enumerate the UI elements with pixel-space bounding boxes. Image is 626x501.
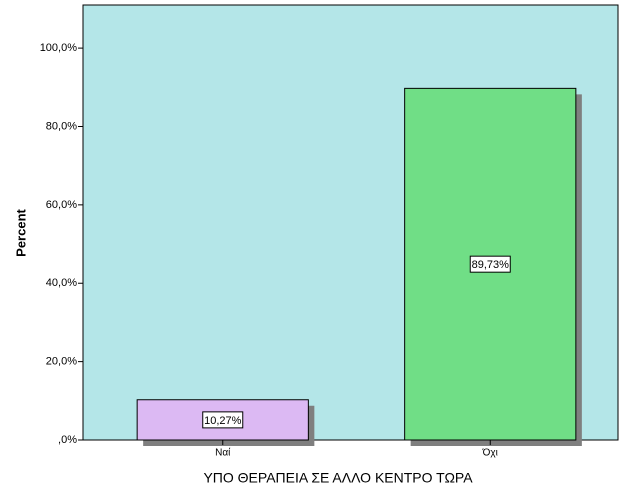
x-tick-label: Ναί (215, 447, 231, 459)
value-label: 89,73% (472, 259, 510, 271)
y-tick-label: 20,0% (46, 356, 77, 368)
value-label: 10,27% (204, 415, 242, 427)
value-label-box (202, 411, 244, 429)
y-tick-label: 40,0% (46, 277, 77, 289)
x-axis-label: ΥΠΟ ΘΕΡΑΠΕΙΑ ΣΕ ΑΛΛΟ ΚΕΝΤΡΟ ΤΩΡΑ (203, 470, 473, 486)
x-tick-label: Όχι (482, 448, 498, 459)
y-tick-label: 60,0% (46, 199, 77, 211)
y-axis-label: Percent (13, 208, 28, 256)
y-tick-label: ,0% (58, 434, 77, 446)
y-tick-label: 80,0% (46, 120, 77, 132)
value-label-box (469, 255, 511, 273)
y-tick-label: 100,0% (40, 42, 78, 54)
